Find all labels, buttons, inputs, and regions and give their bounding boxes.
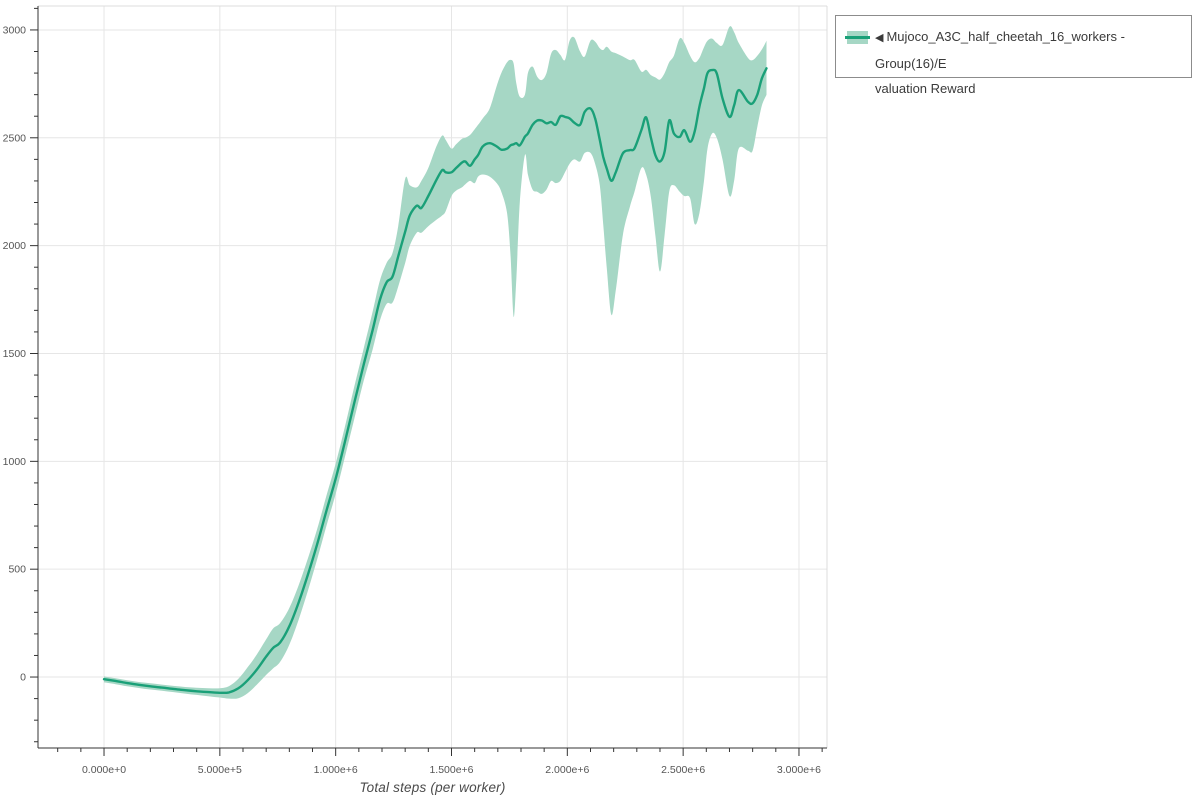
x-tick-label: 2.500e+6: [661, 764, 705, 776]
x-tick-label: 0.000e+0: [82, 764, 126, 776]
tick-labels: 0.000e+0 5.000e+5 1.000e+6 1.500e+6 2.000e+6…: [3, 24, 822, 776]
series-confidence-band: [104, 26, 767, 699]
series-mean-line: [102, 67, 768, 695]
y-tick-label: 0: [20, 672, 26, 684]
legend-label: ◀ Mujoco_A3C_half_cheetah_16_workers - Gr…: [875, 24, 1183, 101]
y-tick-label: 2500: [3, 132, 27, 144]
legend-swatch: [845, 30, 870, 45]
x-tick-label: 3.000e+6: [777, 764, 821, 776]
legend-collapse-icon[interactable]: ◀: [875, 32, 884, 44]
x-tick-label: 2.000e+6: [545, 764, 589, 776]
legend-label-line1: Mujoco_A3C_half_cheetah_16_workers - Gro…: [875, 29, 1125, 71]
y-tick-label: 500: [8, 564, 26, 576]
legend-line-swatch: [845, 36, 870, 39]
y-tick-label: 3000: [3, 24, 27, 36]
x-tick-label: 1.000e+6: [314, 764, 358, 776]
legend-label-line2: valuation Reward: [875, 81, 976, 96]
y-tick-label: 1500: [3, 348, 27, 360]
x-tick-label: 5.000e+5: [198, 764, 242, 776]
y-tick-label: 1000: [3, 456, 27, 468]
axes: [30, 6, 827, 756]
x-axis-title: Total steps (per worker): [359, 780, 506, 795]
x-tick-label: 1.500e+6: [429, 764, 473, 776]
plot-border: [38, 5, 828, 748]
y-tick-label: 2000: [3, 240, 27, 252]
legend[interactable]: ◀ Mujoco_A3C_half_cheetah_16_workers - Gr…: [835, 15, 1192, 96]
